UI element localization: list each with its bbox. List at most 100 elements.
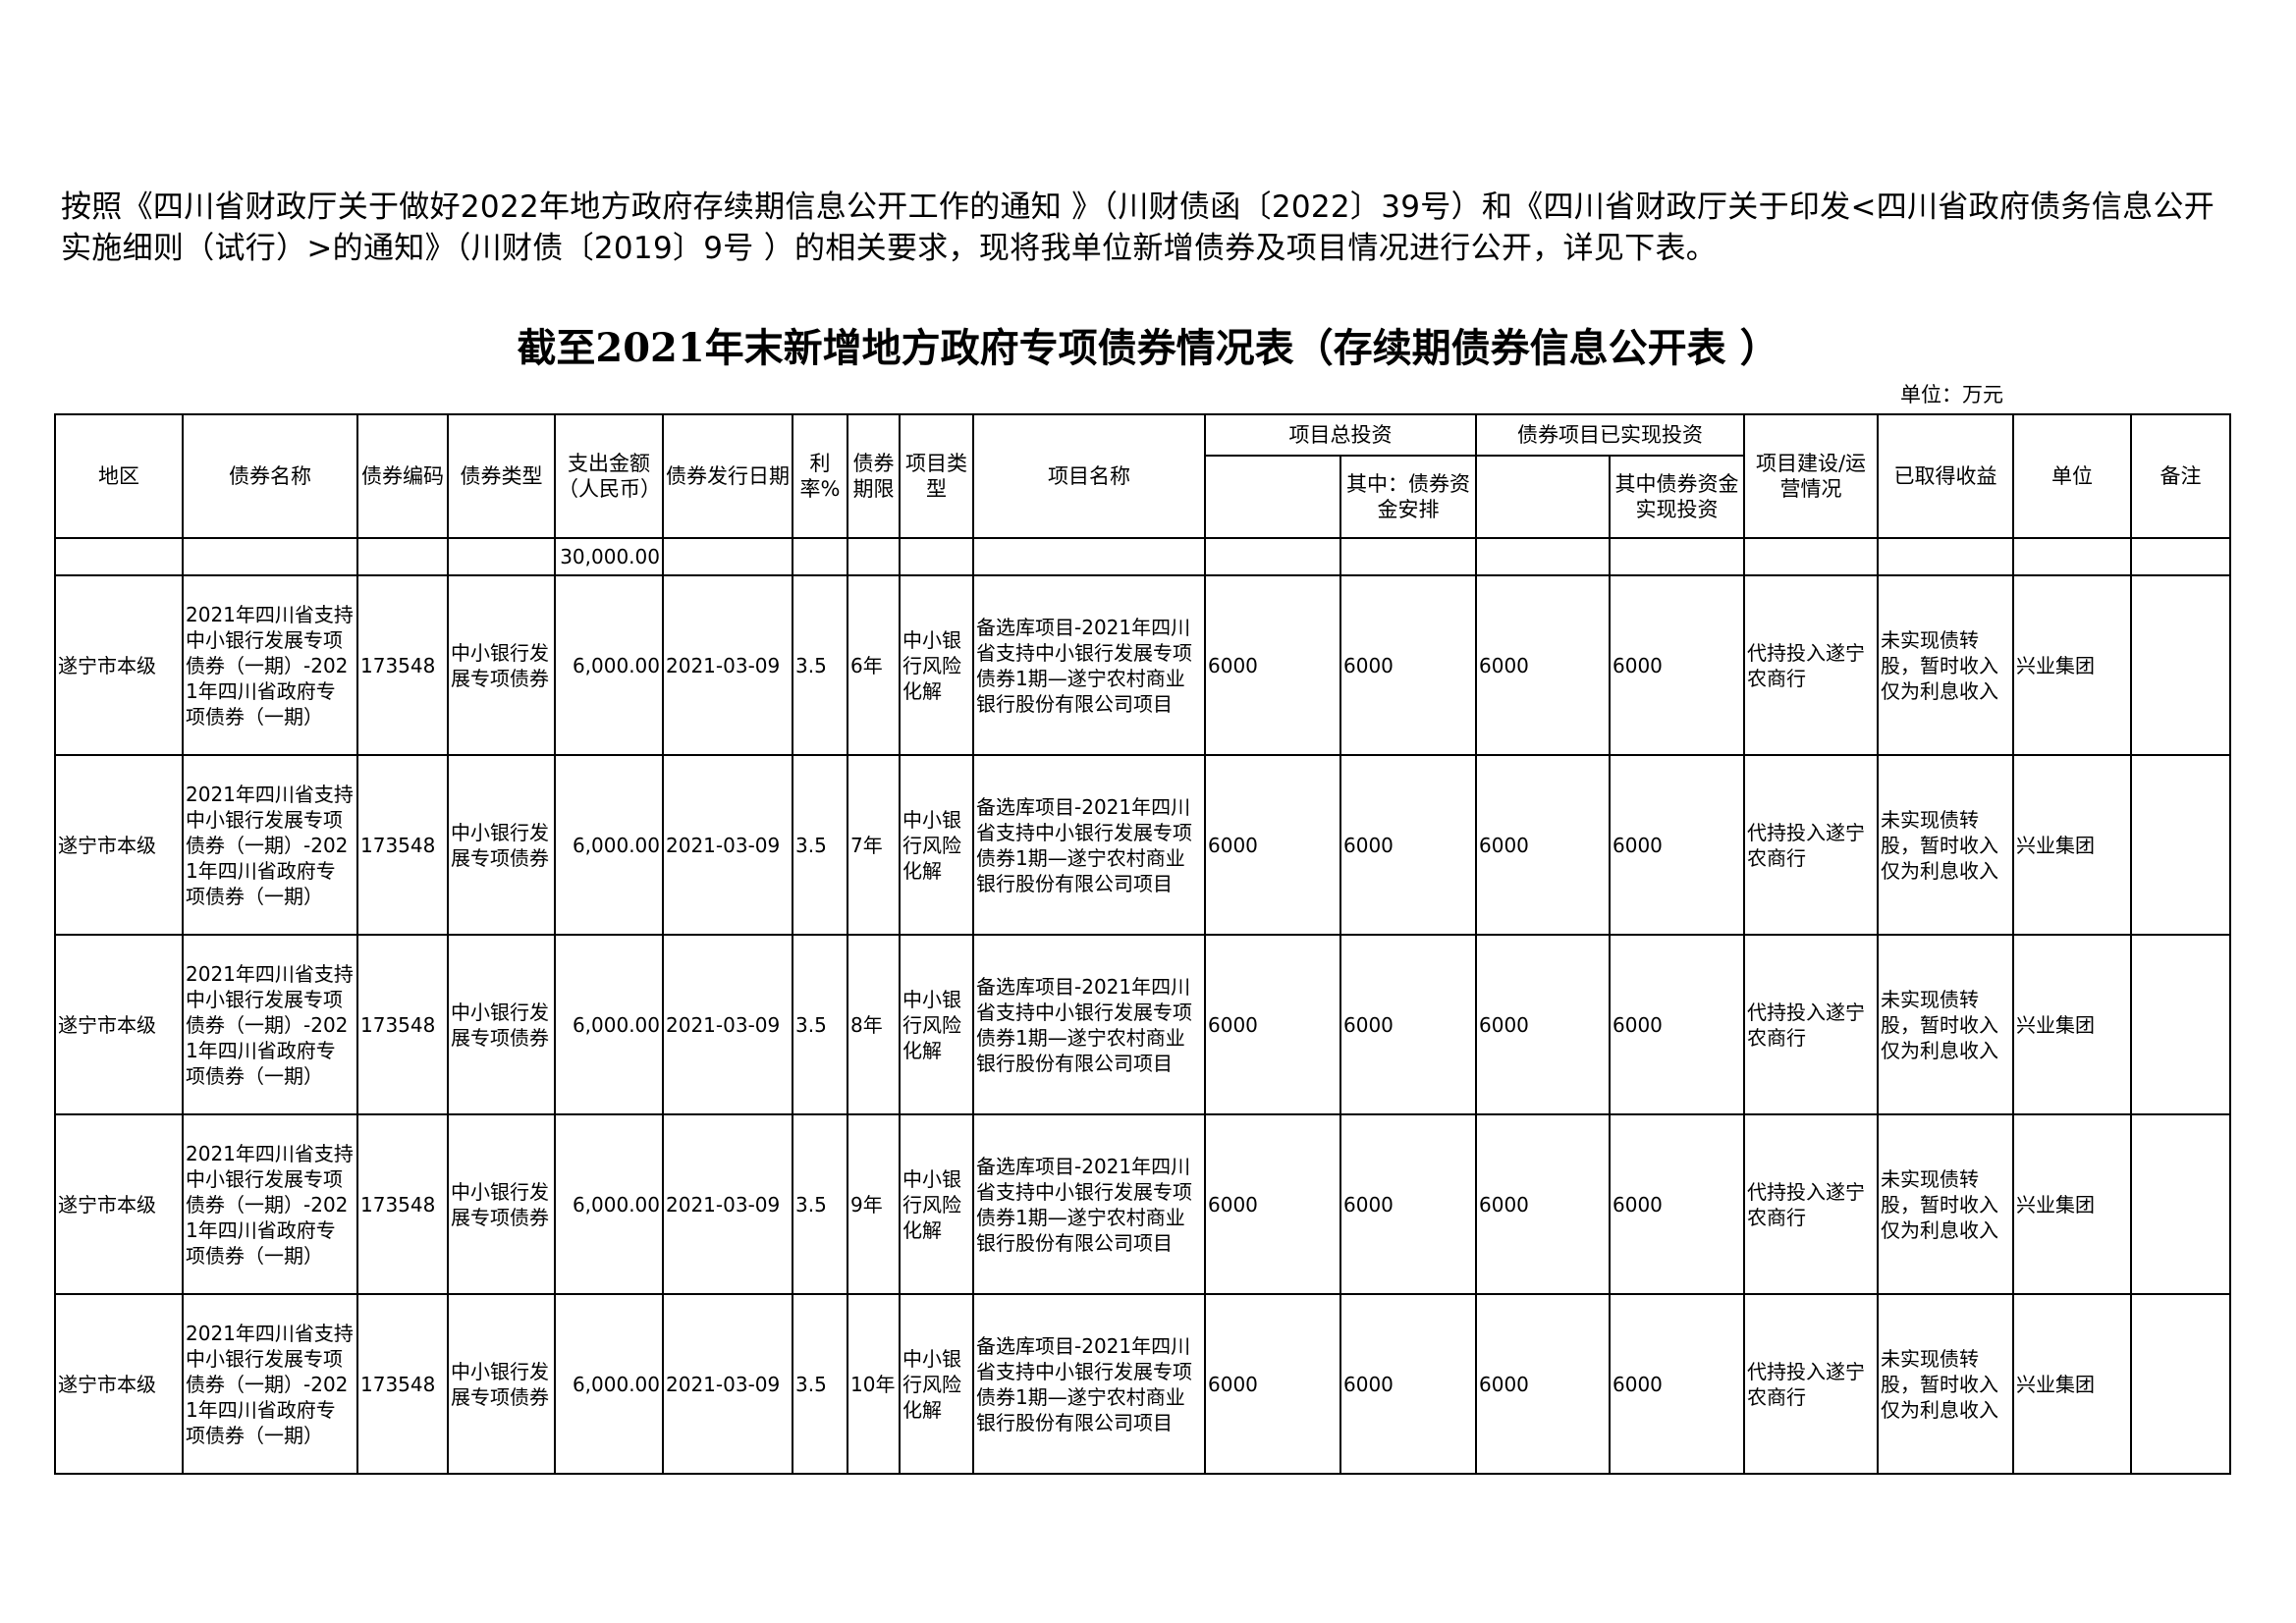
cell-tib: 6000	[1339, 1113, 1477, 1295]
cell-bond_name: 2021年四川省支持中小银行发展专项债券（一期）-2021年四川省政府专项债券（…	[182, 1113, 358, 1295]
cell-type: 中小银行发展专项债券	[447, 574, 556, 756]
header-bond-name: 债券名称	[182, 413, 358, 539]
header-amount: 支出金额（人民币）	[554, 413, 664, 539]
table-row: 遂宁市本级 2021年四川省支持中小银行发展专项债券（一期）-2021年四川省政府…	[54, 574, 2231, 756]
cell-ptype: 中小银行风险化解	[899, 934, 974, 1115]
cell-ti: 6000	[1204, 574, 1341, 756]
cell-rib: 6000	[1609, 1293, 1745, 1475]
cell-region: 遂宁市本级	[54, 934, 184, 1115]
header-realized: 债券项目已实现投资	[1475, 413, 1745, 457]
cell-status: 代持投入遂宁农商行	[1743, 574, 1879, 756]
cell-bond_name: 2021年四川省支持中小银行发展专项债券（一期）-2021年四川省政府专项债券（…	[182, 574, 358, 756]
cell-amount: 6,000.00	[554, 574, 664, 756]
cell-tib: 6000	[1339, 754, 1477, 936]
cell-remark	[2130, 1113, 2231, 1295]
cell-code: 173548	[356, 574, 449, 756]
cell-region: 遂宁市本级	[54, 1293, 184, 1475]
cell-type: 中小银行发展专项债券	[447, 1293, 556, 1475]
cell-pname: 备选库项目-2021年四川省支持中小银行发展专项债券1期—遂宁农村商业银行股份有…	[972, 754, 1206, 936]
cell-remark	[2130, 1293, 2231, 1475]
cell-ti: 6000	[1204, 1293, 1341, 1475]
cell-date: 2021-03-09	[662, 1113, 793, 1295]
cell-income: 未实现债转股，暂时收入仅为利息收入	[1877, 934, 2014, 1115]
header-unit: 单位	[2012, 413, 2132, 539]
cell-date: 2021-03-09	[662, 1293, 793, 1475]
cell-income: 未实现债转股，暂时收入仅为利息收入	[1877, 1293, 2014, 1475]
header-realized-all	[1475, 455, 1611, 539]
cell-tib: 6000	[1339, 934, 1477, 1115]
table-row: 遂宁市本级 2021年四川省支持中小银行发展专项债券（一期）-2021年四川省政府…	[54, 754, 2231, 936]
cell-code: 173548	[356, 754, 449, 936]
cell-date: 2021-03-09	[662, 754, 793, 936]
header-project-name: 项目名称	[972, 413, 1206, 539]
header-total-invest-bond: 其中：债券资金安排	[1339, 455, 1477, 539]
cell-rate: 3.5	[792, 1113, 848, 1295]
cell-status: 代持投入遂宁农商行	[1743, 934, 1879, 1115]
cell-ti: 6000	[1204, 754, 1341, 936]
cell-ri: 6000	[1475, 574, 1611, 756]
cell-unit: 兴业集团	[2012, 934, 2132, 1115]
cell-pname: 备选库项目-2021年四川省支持中小银行发展专项债券1期—遂宁农村商业银行股份有…	[972, 1293, 1206, 1475]
cell-ptype: 中小银行风险化解	[899, 574, 974, 756]
cell-region: 遂宁市本级	[54, 754, 184, 936]
header-income: 已取得收益	[1877, 413, 2014, 539]
header-total-invest-all	[1204, 455, 1341, 539]
cell-region: 遂宁市本级	[54, 1113, 184, 1295]
header-status: 项目建设/运营情况	[1743, 413, 1879, 539]
cell-amount: 6,000.00	[554, 1113, 664, 1295]
bond-table: 地区 债券名称 债券编码 债券类型 支出金额（人民币） 债券发行日期 利率% 债…	[54, 413, 2231, 1475]
cell-term: 10年	[847, 1293, 901, 1475]
table-row: 遂宁市本级 2021年四川省支持中小银行发展专项债券（一期）-2021年四川省政府…	[54, 934, 2231, 1115]
cell-pname: 备选库项目-2021年四川省支持中小银行发展专项债券1期—遂宁农村商业银行股份有…	[972, 1113, 1206, 1295]
header-remark: 备注	[2130, 413, 2231, 539]
cell-code: 173548	[356, 934, 449, 1115]
header-total-invest: 项目总投资	[1204, 413, 1477, 457]
cell-bond_name: 2021年四川省支持中小银行发展专项债券（一期）-2021年四川省政府专项债券（…	[182, 754, 358, 936]
cell-pname: 备选库项目-2021年四川省支持中小银行发展专项债券1期—遂宁农村商业银行股份有…	[972, 574, 1206, 756]
cell-term: 9年	[847, 1113, 901, 1295]
cell-region: 遂宁市本级	[54, 574, 184, 756]
cell-rate: 3.5	[792, 1293, 848, 1475]
cell-pname: 备选库项目-2021年四川省支持中小银行发展专项债券1期—遂宁农村商业银行股份有…	[972, 934, 1206, 1115]
unit-label: 单位：万元	[1900, 383, 2003, 406]
cell-remark	[2130, 574, 2231, 756]
cell-status: 代持投入遂宁农商行	[1743, 1113, 1879, 1295]
cell-rate: 3.5	[792, 574, 848, 756]
cell-type: 中小银行发展专项债券	[447, 934, 556, 1115]
cell-income: 未实现债转股，暂时收入仅为利息收入	[1877, 754, 2014, 936]
page-title: 截至2021年末新增地方政府专项债券情况表（存续期债券信息公开表 ）	[517, 325, 1779, 371]
cell-date: 2021-03-09	[662, 574, 793, 756]
cell-code: 173548	[356, 1293, 449, 1475]
cell-status: 代持投入遂宁农商行	[1743, 754, 1879, 936]
header-issue-date: 债券发行日期	[662, 413, 793, 539]
cell-income: 未实现债转股，暂时收入仅为利息收入	[1877, 574, 2014, 756]
cell-amount: 6,000.00	[554, 934, 664, 1115]
cell-term: 8年	[847, 934, 901, 1115]
cell-unit: 兴业集团	[2012, 574, 2132, 756]
table-row: 遂宁市本级 2021年四川省支持中小银行发展专项债券（一期）-2021年四川省政府…	[54, 1113, 2231, 1295]
cell-ri: 6000	[1475, 754, 1611, 936]
cell-bond_name: 2021年四川省支持中小银行发展专项债券（一期）-2021年四川省政府专项债券（…	[182, 934, 358, 1115]
header-bond-code: 债券编码	[356, 413, 449, 539]
cell-status: 代持投入遂宁农商行	[1743, 1293, 1879, 1475]
cell-ti: 6000	[1204, 934, 1341, 1115]
cell-ri: 6000	[1475, 1113, 1611, 1295]
table-row: 遂宁市本级 2021年四川省支持中小银行发展专项债券（一期）-2021年四川省政府…	[54, 1293, 2231, 1475]
cell-ptype: 中小银行风险化解	[899, 754, 974, 936]
cell-date: 2021-03-09	[662, 934, 793, 1115]
cell-rate: 3.5	[792, 934, 848, 1115]
cell-rate: 3.5	[792, 754, 848, 936]
cell-amount: 6,000.00	[554, 754, 664, 936]
cell-unit: 兴业集团	[2012, 1113, 2132, 1295]
total-row: 30,000.00	[54, 537, 2231, 576]
cell-remark	[2130, 934, 2231, 1115]
header-rate: 利率%	[792, 413, 848, 539]
cell-unit: 兴业集团	[2012, 1293, 2132, 1475]
header-realized-bond: 其中债券资金实现投资	[1609, 455, 1745, 539]
cell-remark	[2130, 754, 2231, 936]
cell-bond_name: 2021年四川省支持中小银行发展专项债券（一期）-2021年四川省政府专项债券（…	[182, 1293, 358, 1475]
header-region: 地区	[54, 413, 184, 539]
cell-ri: 6000	[1475, 1293, 1611, 1475]
cell-term: 7年	[847, 754, 901, 936]
cell-rib: 6000	[1609, 1113, 1745, 1295]
